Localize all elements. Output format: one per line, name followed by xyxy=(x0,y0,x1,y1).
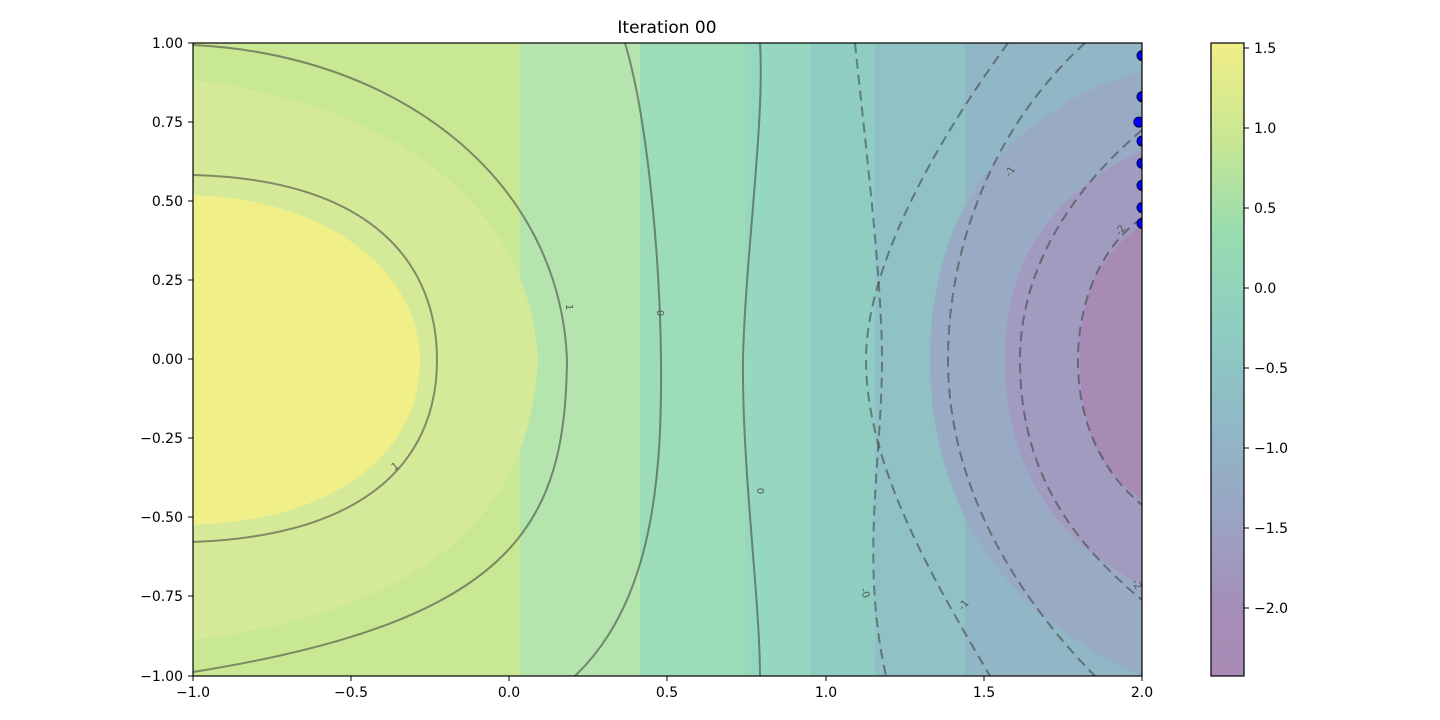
contour-level-1-inner xyxy=(193,174,439,543)
colorbar-tick-label: 1.0 xyxy=(1254,121,1276,137)
colorbar-tick-label: −1.0 xyxy=(1254,441,1288,457)
contour-level-neg-2 xyxy=(1018,129,1142,601)
colorbar-gradient xyxy=(1210,42,1245,677)
chart-title: Iteration 00 xyxy=(617,18,716,38)
y-tick: −0.75 xyxy=(140,589,193,605)
x-tick: 1.5 xyxy=(973,676,995,701)
colorbar-tick: −0.5 xyxy=(1244,361,1288,377)
data-point xyxy=(1136,157,1142,169)
colorbar-tick: −2.0 xyxy=(1244,601,1288,617)
y-tick: 0.00 xyxy=(152,352,193,368)
contour-label: 0 xyxy=(754,488,765,494)
y-tick-label: −0.75 xyxy=(140,589,183,605)
contour-level-1-outer xyxy=(193,44,569,673)
data-point xyxy=(1136,135,1142,147)
data-points xyxy=(1133,50,1142,229)
data-point xyxy=(1136,50,1142,62)
colorbar-tick-label: −1.5 xyxy=(1254,521,1288,537)
colorbar-tick: 0.5 xyxy=(1244,201,1276,217)
contour-label: -1 xyxy=(1004,165,1019,179)
y-tick: −0.25 xyxy=(140,431,193,447)
y-tick: −1.00 xyxy=(140,669,193,685)
contour-level-neg-1 xyxy=(864,43,1009,676)
contour-level-neg-2b xyxy=(1076,217,1142,506)
data-point xyxy=(1133,116,1142,128)
colorbar-tick: −1.0 xyxy=(1244,441,1288,457)
y-tick-label: 0.00 xyxy=(152,352,183,368)
contour-level-0-a xyxy=(574,43,663,676)
y-tick: 0.75 xyxy=(152,115,193,131)
dashed-contours xyxy=(854,43,1142,676)
contour-level-neg-1b xyxy=(946,43,1096,676)
colorbar: 1.5 1.0 0.5 0.0 −0.5 −1.0 −1.5 −2.0 xyxy=(1210,41,1288,677)
band-right-3 xyxy=(1080,225,1142,500)
contour-label: 1 xyxy=(563,304,574,310)
y-tick-label: −1.00 xyxy=(140,669,183,685)
band-4 xyxy=(810,43,880,676)
colorbar-tick-label: 1.5 xyxy=(1254,41,1276,57)
y-tick-label: 0.75 xyxy=(152,115,183,131)
y-tick-label: 0.50 xyxy=(152,194,183,210)
x-tick: 0.0 xyxy=(498,676,520,701)
x-tick-label: 1.5 xyxy=(973,685,995,701)
x-tick-label: 0.5 xyxy=(656,685,678,701)
y-tick: 0.25 xyxy=(152,273,193,289)
colorbar-tick: 1.0 xyxy=(1244,121,1276,137)
y-tick: 1.00 xyxy=(152,36,193,52)
colorbar-tick-label: −0.5 xyxy=(1254,361,1288,377)
x-tick: 1.0 xyxy=(815,676,837,701)
contour-level-0-b xyxy=(741,43,762,676)
x-tick: 0.5 xyxy=(656,676,678,701)
contour-label: -0 xyxy=(857,587,871,600)
band-2 xyxy=(640,43,750,676)
contour-label: -2 xyxy=(1129,578,1144,592)
y-tick-label: 0.25 xyxy=(152,273,183,289)
x-tick: −1.0 xyxy=(176,676,210,701)
data-point xyxy=(1136,217,1142,229)
contour-lines xyxy=(193,43,1142,676)
contour-label: 0 xyxy=(654,310,665,316)
contour-label: 1 xyxy=(390,461,402,474)
colorbar-tick-label: −2.0 xyxy=(1254,601,1288,617)
data-point xyxy=(1136,179,1142,191)
x-tick-label: 1.0 xyxy=(815,685,837,701)
colorbar-tick: 1.5 xyxy=(1244,41,1276,57)
x-tick: −0.5 xyxy=(334,676,368,701)
y-tick-label: −0.50 xyxy=(140,510,183,526)
y-tick-label: −0.25 xyxy=(140,431,183,447)
data-point xyxy=(1136,91,1142,103)
x-tick-label: −1.0 xyxy=(176,685,210,701)
colorbar-tick: 0.0 xyxy=(1244,281,1276,297)
contour-labels: 1 1 0 0 -0 -1 -1 -2 -2 xyxy=(390,165,1144,613)
x-tick-label: 0.0 xyxy=(498,685,520,701)
contour-level-neg-a xyxy=(854,43,887,676)
colorbar-tick-label: 0.5 xyxy=(1254,201,1276,217)
colorbar-tick-label: 0.0 xyxy=(1254,281,1276,297)
y-tick: 0.50 xyxy=(152,194,193,210)
filled-contour-bands xyxy=(193,43,1142,676)
data-point xyxy=(1136,202,1142,214)
y-tick-label: 1.00 xyxy=(152,36,183,52)
x-axis: −1.0 −0.5 0.0 0.5 1.0 1.5 2.0 xyxy=(176,676,1153,701)
y-axis: 1.00 0.75 0.50 0.25 0.00 −0.25 −0.50 −0.… xyxy=(140,36,193,685)
x-tick-label: 2.0 xyxy=(1131,685,1153,701)
colorbar-tick: −1.5 xyxy=(1244,521,1288,537)
contour-plot: 1 1 0 0 -0 -1 -1 -2 -2 xyxy=(193,43,1144,676)
x-tick: 2.0 xyxy=(1131,676,1153,701)
band-left-core xyxy=(193,195,420,525)
x-tick-label: −0.5 xyxy=(334,685,368,701)
y-tick: −0.50 xyxy=(140,510,193,526)
